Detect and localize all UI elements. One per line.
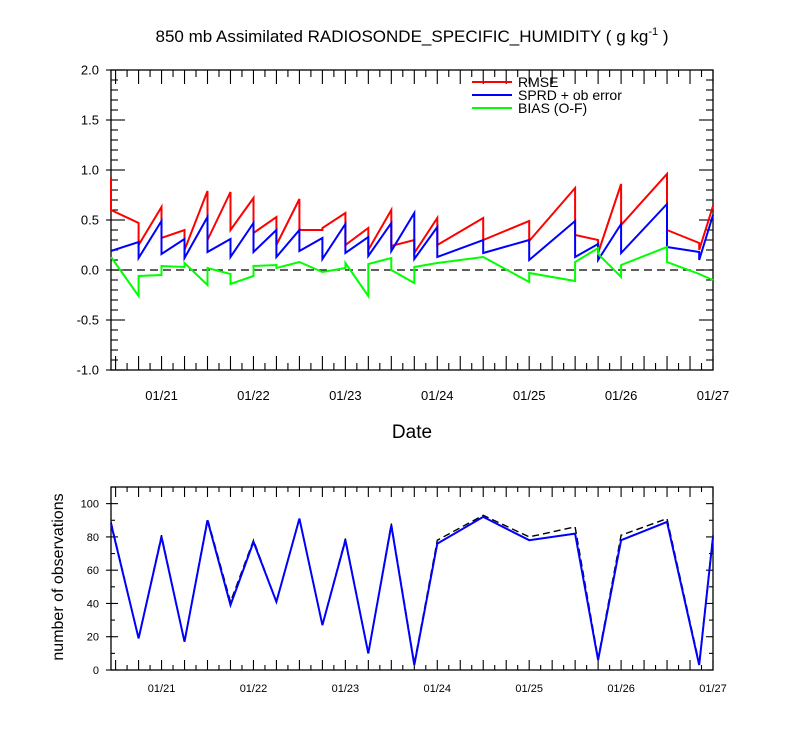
y-tick-label: 60 xyxy=(87,565,99,577)
series-line-rmse xyxy=(110,171,714,257)
x-tick-label: 01/23 xyxy=(332,683,360,695)
x-tick-label: 01/26 xyxy=(605,388,638,403)
series-line-bias-o-f xyxy=(110,245,714,300)
x-tick-label: 01/27 xyxy=(697,388,730,403)
x-tick-label: 01/27 xyxy=(699,683,727,695)
chart-title-exponent: -1 xyxy=(648,26,658,38)
bottom-panel: 01/21 01/22 01/23 01/24 01/25 01/26 01/27 0 20 40… xyxy=(81,486,727,695)
x-tick-label: 01/25 xyxy=(515,683,543,695)
chart-title-main: 850 mb Assimilated RADIOSONDE_SPECIFIC_H… xyxy=(156,27,649,46)
y-tick-label: -1.0 xyxy=(77,363,99,378)
y-tick-label: 20 xyxy=(87,632,99,644)
y-tick-label: 40 xyxy=(87,598,99,610)
y-axis-label-observations: number of observations xyxy=(50,493,67,660)
x-tick-label: 01/23 xyxy=(329,388,362,403)
y-tick-label: 100 xyxy=(81,499,99,511)
legend-label: RMSE xyxy=(518,74,558,90)
x-tick-label: 01/24 xyxy=(421,388,454,403)
y-tick-label: 80 xyxy=(87,532,99,544)
series-line-assimilated xyxy=(110,515,714,666)
x-tick-label: 01/25 xyxy=(513,388,546,403)
plot-frame xyxy=(110,486,714,671)
x-axis-label: Date xyxy=(392,422,432,443)
chart-title: 850 mb Assimilated RADIOSONDE_SPECIFIC_H… xyxy=(156,26,669,46)
y-tick-label: 0 xyxy=(93,665,99,677)
y-tick-label: 1.0 xyxy=(81,163,99,178)
y-tick-label: 1.5 xyxy=(81,113,99,128)
y-tick-label: 0.0 xyxy=(81,263,99,278)
legend-label: BIAS (O-F) xyxy=(518,100,587,116)
chart-title-end: ) xyxy=(658,27,668,46)
x-tick-label: 01/22 xyxy=(237,388,270,403)
plot-frame xyxy=(110,69,714,371)
series-line-sprd-ob-error xyxy=(110,201,714,264)
x-tick-label: 01/21 xyxy=(148,683,176,695)
y-tick-label: -0.5 xyxy=(77,313,99,328)
x-tick-label: 01/26 xyxy=(607,683,635,695)
y-tick-label: 0.5 xyxy=(81,213,99,228)
top-panel: 01/21 01/22 01/23 01/24 01/25 01/26 01/27 -1.0 -… xyxy=(77,63,730,403)
legend-label: SPRD + ob error xyxy=(518,87,622,103)
x-tick-label: 01/22 xyxy=(240,683,268,695)
x-tick-label: 01/24 xyxy=(424,683,452,695)
series-line-possible xyxy=(110,514,714,664)
x-tick-label: 01/21 xyxy=(145,388,178,403)
y-tick-label: 2.0 xyxy=(81,63,99,78)
